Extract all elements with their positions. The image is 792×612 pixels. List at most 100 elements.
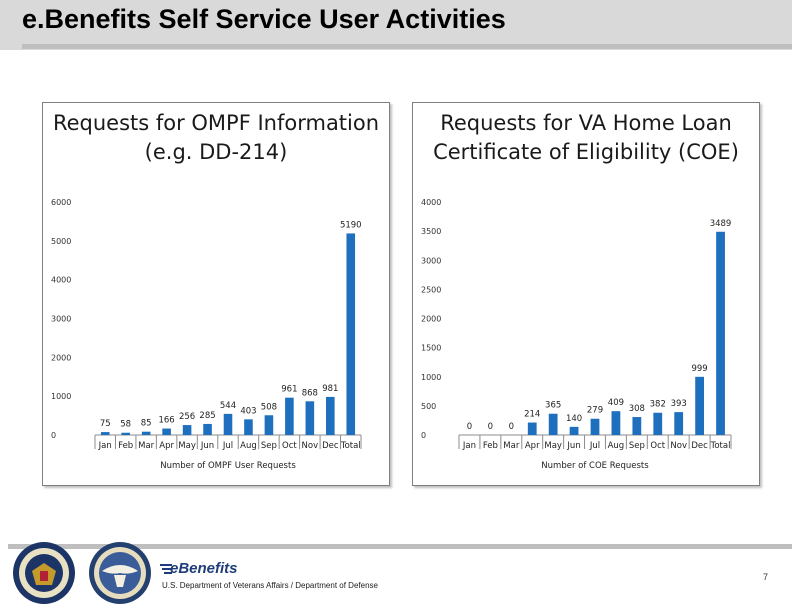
data-label: 5190 <box>340 220 362 230</box>
bar-nov <box>674 412 684 435</box>
page-number: 7 <box>763 572 769 582</box>
x-tick-label: Feb <box>118 441 133 451</box>
y-tick-label: 500 <box>421 402 436 411</box>
bar-total <box>346 233 356 435</box>
bar-may <box>548 413 558 435</box>
dod-seal-icon <box>89 542 151 604</box>
bar-jun <box>569 426 579 435</box>
page-title: e.Benefits Self Service User Activities <box>22 4 506 34</box>
va-seal-icon <box>13 542 75 604</box>
data-label: 0 <box>509 422 514 432</box>
data-label: 0 <box>488 422 493 432</box>
x-tick-label: Mar <box>503 441 520 451</box>
y-tick-label: 3500 <box>421 227 441 236</box>
x-tick-label: Total <box>710 441 731 451</box>
y-tick-label: 4000 <box>51 276 71 285</box>
title-bar <box>0 0 792 50</box>
bar-apr <box>162 428 171 435</box>
bar-jun <box>203 423 212 435</box>
bar-sep <box>632 417 642 435</box>
data-label: 140 <box>566 414 582 424</box>
bar-dec <box>326 396 335 435</box>
bar-apr <box>527 422 537 435</box>
x-tick-label: Nov <box>302 441 319 451</box>
bar-sep <box>264 415 274 435</box>
data-label: 85 <box>141 419 152 429</box>
x-tick-label: Jun <box>566 441 580 451</box>
x-tick-label: Total <box>340 441 361 451</box>
y-tick-label: 4000 <box>421 198 441 207</box>
bar-mar <box>141 431 151 435</box>
data-label: 285 <box>199 411 215 421</box>
x-tick-label: Jul <box>589 441 600 451</box>
coe-chart-panel: Requests for VA Home Loan Certificate of… <box>412 102 760 486</box>
y-tick-label: 0 <box>51 431 56 440</box>
bar-aug <box>244 419 253 435</box>
x-tick-label: May <box>178 441 196 451</box>
data-label: 308 <box>629 404 645 414</box>
data-label: 508 <box>261 402 277 412</box>
data-label: 0 <box>467 422 472 432</box>
bar-oct <box>653 412 663 435</box>
data-label: 544 <box>220 401 236 411</box>
x-axis-title: Number of COE Requests <box>541 461 649 471</box>
bar-jul <box>223 413 233 435</box>
x-tick-label: Aug <box>608 441 625 451</box>
x-tick-label: Apr <box>159 441 174 451</box>
y-tick-label: 5000 <box>51 237 71 246</box>
y-tick-label: 2000 <box>51 353 71 362</box>
ompf-chart: 0 1000 2000 3000 4000 5000 6000 Jan 75 Feb 58 Mar 85… <box>51 198 362 471</box>
x-tick-label: Jan <box>98 441 112 451</box>
data-label: 214 <box>524 410 540 420</box>
x-tick-label: Jun <box>200 441 214 451</box>
bar-may <box>182 425 192 435</box>
y-tick-label: 1500 <box>421 344 441 353</box>
bar-total <box>716 231 725 435</box>
x-tick-label: Nov <box>670 441 687 451</box>
x-tick-label: Jul <box>222 441 233 451</box>
x-tick-label: Jan <box>462 441 476 451</box>
data-label: 3489 <box>710 219 732 229</box>
data-label: 58 <box>120 420 131 430</box>
data-label: 981 <box>322 384 338 394</box>
bar-oct <box>285 397 294 435</box>
coe-chart-title: Requests for VA Home Loan Certificate of… <box>433 111 739 164</box>
x-axis-title: Number of OMPF User Requests <box>160 461 296 471</box>
y-tick-label: 2000 <box>421 315 441 324</box>
ompf-chart-panel: Requests for OMPF Information (e.g. DD-2… <box>42 102 390 486</box>
data-label: 382 <box>650 400 666 410</box>
data-label: 868 <box>302 388 318 398</box>
bar-jul <box>590 418 600 435</box>
data-label: 403 <box>240 406 256 416</box>
data-label: 393 <box>671 399 687 409</box>
y-tick-label: 6000 <box>51 198 71 207</box>
x-tick-label: Dec <box>322 441 339 451</box>
y-tick-label: 3000 <box>421 256 441 265</box>
x-tick-label: Feb <box>483 441 498 451</box>
data-label: 999 <box>691 364 707 374</box>
coe-chart: 0 500 1000 1500 2000 2500 3000 3500 4000 Jan 0 Feb 0… <box>421 198 732 471</box>
bar-nov <box>305 401 315 435</box>
footer-caption: U.S. Department of Veterans Affairs / De… <box>162 581 378 590</box>
x-tick-label: Sep <box>629 441 645 451</box>
data-label: 961 <box>281 385 297 395</box>
data-label: 75 <box>100 419 111 429</box>
x-tick-label: Dec <box>691 441 708 451</box>
bar-jan <box>100 432 110 435</box>
bar-aug <box>611 411 621 435</box>
x-tick-label: Oct <box>650 441 665 451</box>
ompf-chart-title: Requests for OMPF Information (e.g. DD-2… <box>52 111 380 164</box>
ebenefits-logo-icon <box>160 564 172 574</box>
data-label: 256 <box>179 412 195 422</box>
bar-dec <box>695 376 705 435</box>
x-tick-label: May <box>544 441 562 451</box>
y-tick-label: 2500 <box>421 285 441 294</box>
footer-divider <box>8 544 792 549</box>
data-label: 365 <box>545 401 561 411</box>
x-tick-label: Mar <box>138 441 155 451</box>
y-tick-label: 0 <box>421 431 426 440</box>
x-tick-label: Sep <box>261 441 277 451</box>
data-label: 166 <box>158 416 174 426</box>
x-tick-label: Aug <box>240 441 257 451</box>
data-label: 409 <box>608 398 624 408</box>
